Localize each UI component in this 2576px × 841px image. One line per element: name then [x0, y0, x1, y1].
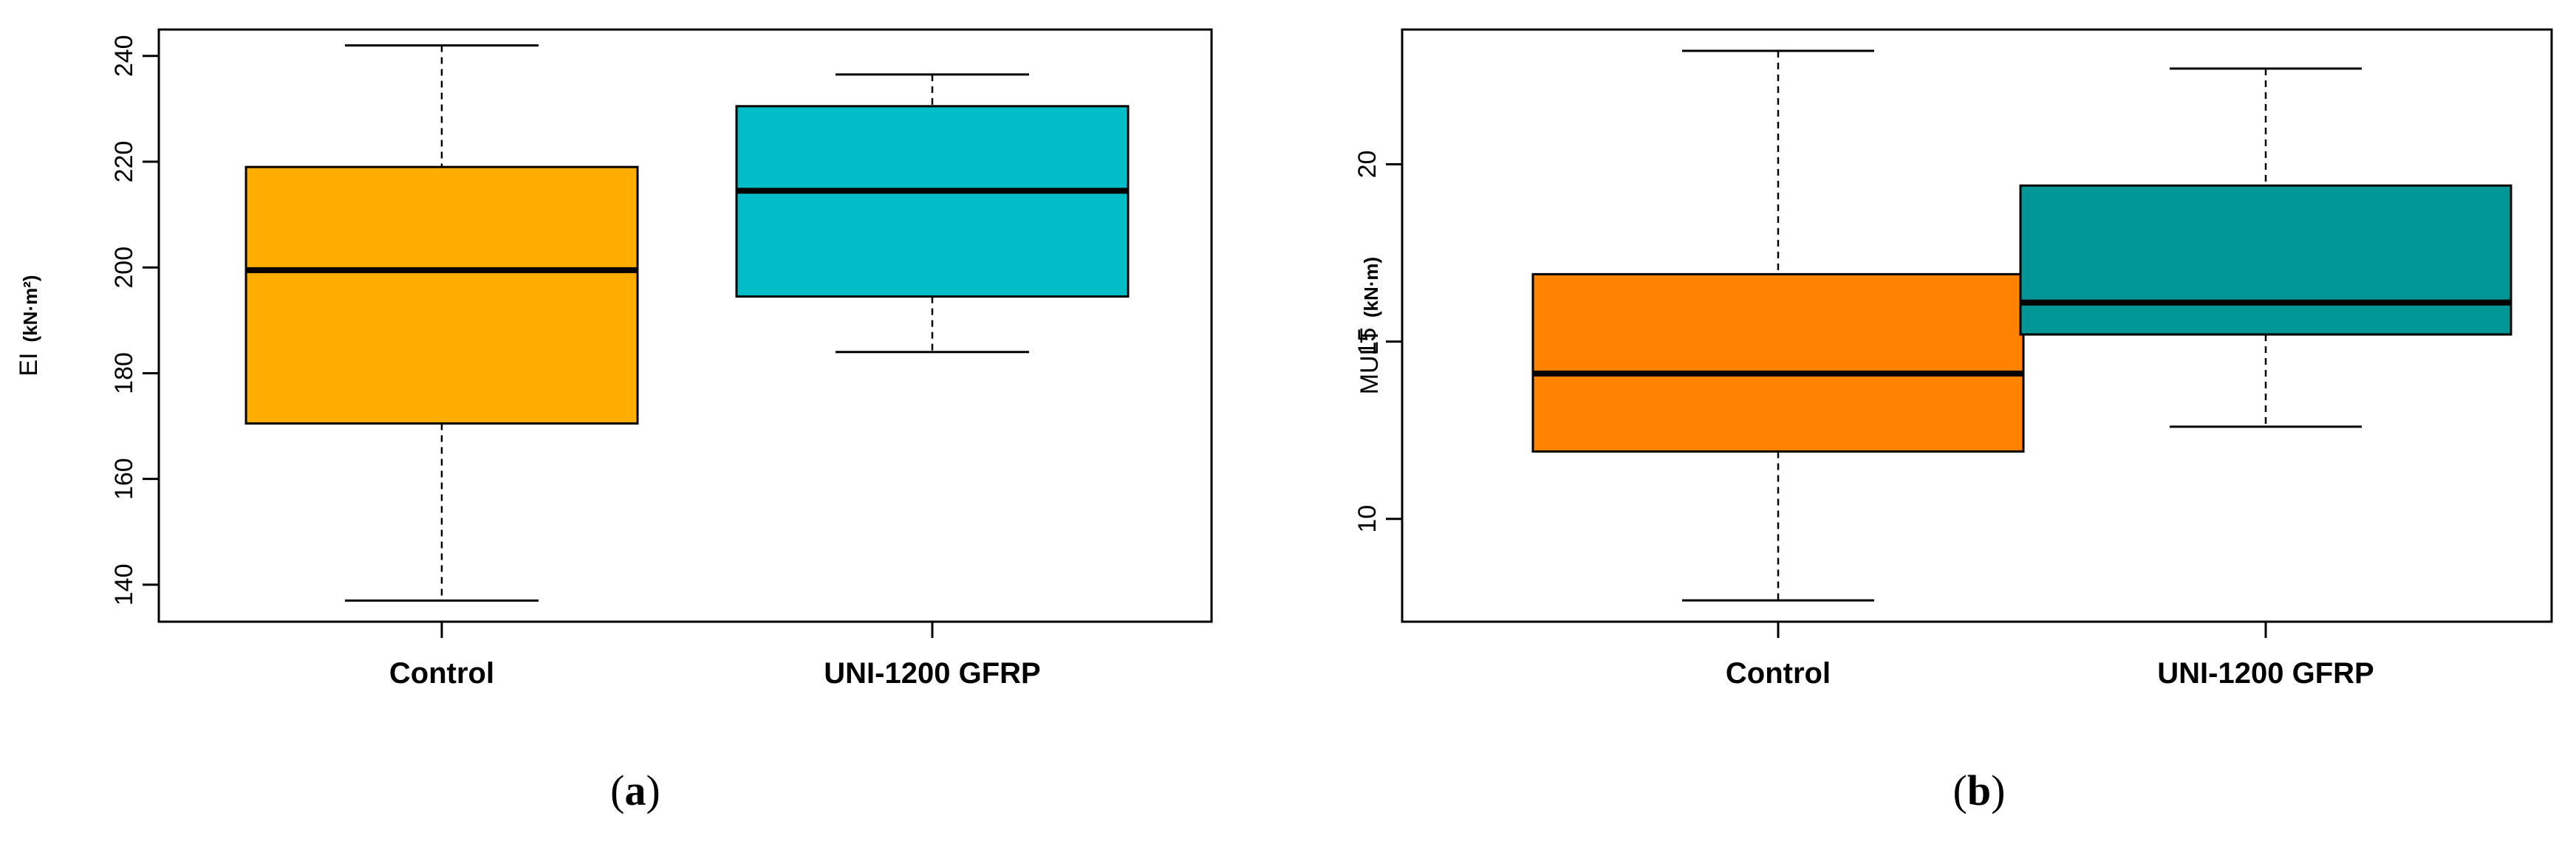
iqr-box — [245, 165, 639, 425]
iqr-box — [1531, 272, 2025, 453]
y-axis-label: EI (kN·m²) — [15, 275, 43, 376]
iqr-box — [735, 105, 1130, 298]
x-category-label: Control — [1726, 657, 1831, 690]
box-control — [245, 44, 639, 638]
panel-paren: ( — [1953, 766, 1967, 814]
y-tick-label: 15 — [1353, 328, 1381, 356]
box-uni-1200-gfrp — [2019, 67, 2512, 638]
y-axis-label-unit: (kN·m) — [1360, 257, 1382, 317]
y-axis-label-name: EI — [15, 352, 43, 376]
panel-paren: ) — [1991, 766, 2005, 814]
panel-paren: ( — [610, 766, 624, 814]
y-axis-label-unit: (kN·m²) — [19, 275, 41, 342]
x-category-label: UNI-1200 GFRP — [824, 657, 1040, 690]
y-tick-label: 220 — [110, 141, 138, 183]
y-tick-label: 180 — [110, 352, 138, 394]
panel-letter: b — [1967, 766, 1991, 814]
y-tick-label: 10 — [1353, 505, 1381, 533]
y-tick-label: 140 — [110, 564, 138, 606]
y-tick-label: 240 — [110, 35, 138, 77]
y-axis-label: MULT (kN·m) — [1356, 257, 1384, 394]
y-tick-label: 200 — [110, 247, 138, 289]
chart-panel-a: 140 160 180 200 220 240 EI (kN·m²) Control UNI-12… — [15, 28, 1213, 814]
iqr-box — [2019, 184, 2512, 336]
plot-frame — [1401, 28, 2553, 623]
y-tick-label: 160 — [110, 458, 138, 500]
y-tick-label: 20 — [1353, 151, 1381, 179]
x-category-label: UNI-1200 GFRP — [2157, 657, 2374, 690]
panel-label: (b) — [1953, 766, 2006, 814]
plot-frame — [157, 28, 1213, 623]
panel-letter: a — [625, 766, 646, 814]
panel-paren: ) — [646, 766, 660, 814]
box-control — [1531, 49, 2025, 638]
y-axis-label-name: MULT — [1356, 328, 1384, 394]
x-category-label: Control — [389, 657, 494, 690]
chart-panel-b: 10 15 20 MULT (kN·m) Control UNI-1200 GFRP (b) — [1353, 28, 2553, 814]
panel-label: (a) — [610, 766, 660, 814]
box-uni-1200-gfrp — [735, 73, 1130, 638]
